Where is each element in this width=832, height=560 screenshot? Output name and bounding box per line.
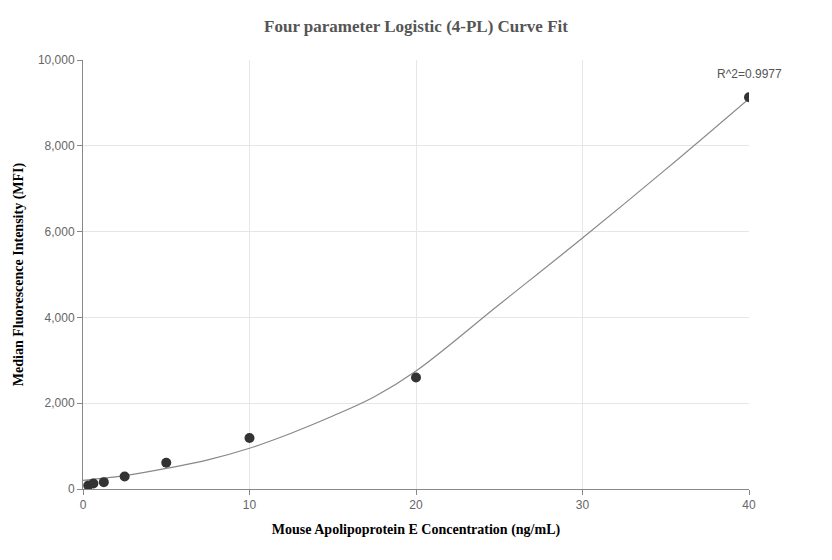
svg-text:Median Fluorescence Intensity: Median Fluorescence Intensity (MFI) bbox=[11, 163, 27, 387]
svg-text:30: 30 bbox=[576, 498, 590, 512]
svg-text:0: 0 bbox=[80, 498, 87, 512]
svg-text:Mouse Apolipoprotein E Concent: Mouse Apolipoprotein E Concentration (ng… bbox=[272, 522, 561, 538]
svg-text:40: 40 bbox=[742, 498, 756, 512]
svg-text:0: 0 bbox=[68, 482, 75, 496]
svg-text:6,000: 6,000 bbox=[45, 225, 75, 239]
svg-text:8,000: 8,000 bbox=[45, 139, 75, 153]
svg-text:10: 10 bbox=[243, 498, 257, 512]
svg-text:20: 20 bbox=[409, 498, 423, 512]
svg-text:2,000: 2,000 bbox=[45, 396, 75, 410]
svg-text:Four parameter Logistic (4-PL): Four parameter Logistic (4-PL) Curve Fit bbox=[264, 17, 568, 36]
svg-text:10,000: 10,000 bbox=[38, 53, 75, 67]
svg-text:R^2=0.9977: R^2=0.9977 bbox=[717, 67, 782, 81]
svg-text:4,000: 4,000 bbox=[45, 311, 75, 325]
